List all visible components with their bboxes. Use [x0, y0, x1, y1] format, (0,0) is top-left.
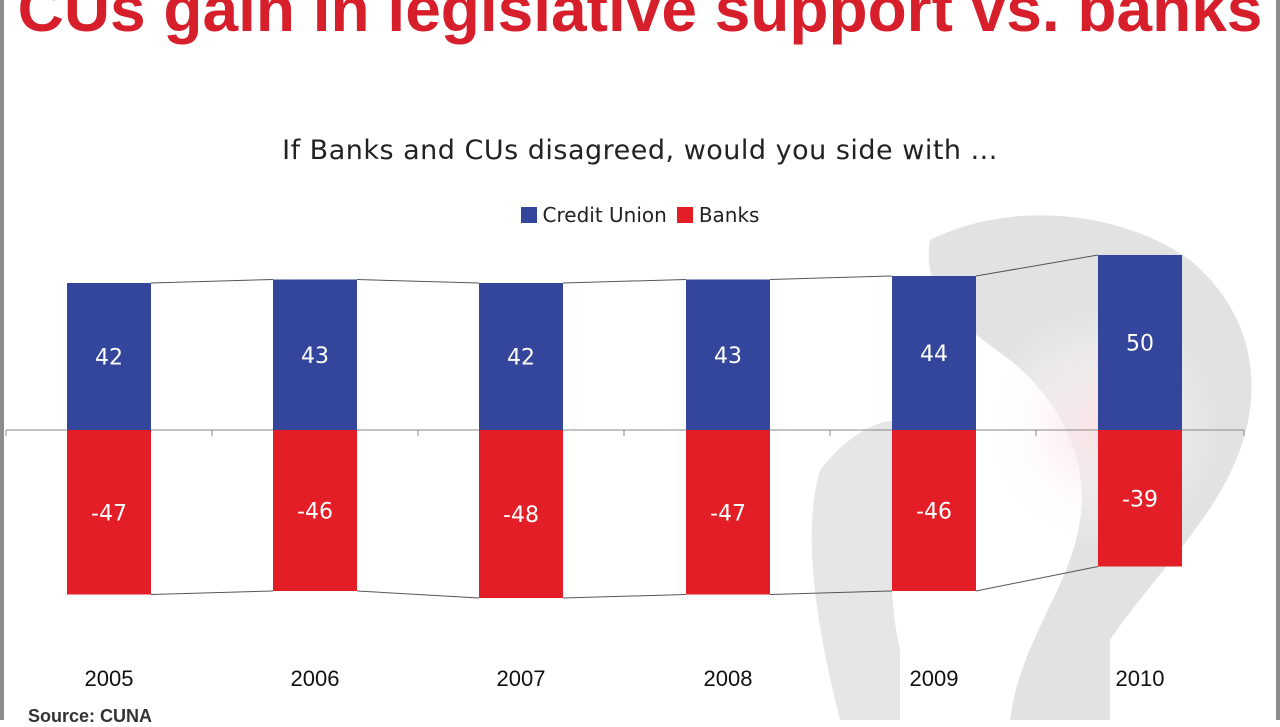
data-label-credit-union: 42	[507, 346, 535, 371]
legend-label-credit-union: Credit Union	[542, 203, 667, 227]
legend-swatch-credit-union	[520, 207, 537, 223]
bar-credit-union	[67, 283, 151, 430]
data-label-credit-union: 43	[714, 344, 742, 369]
chart-title: If Banks and CUs disagreed, would you si…	[282, 135, 998, 166]
connector-line-top	[356, 279, 480, 284]
connector-line-top	[975, 254, 1099, 277]
data-label-banks: -39	[1122, 487, 1158, 512]
data-label-credit-union: 43	[301, 344, 329, 369]
connector-line-top	[150, 279, 274, 284]
connector-line-bottom	[562, 594, 687, 599]
data-label-credit-union: 42	[95, 346, 123, 371]
bar-credit-union	[892, 276, 976, 430]
bar-credit-union	[1098, 255, 1182, 430]
connector-line-bottom	[975, 566, 1099, 592]
bar-credit-union	[273, 279, 357, 430]
bar-credit-union	[686, 279, 770, 430]
x-tick-label: 2008	[704, 666, 753, 691]
bar-banks	[1098, 430, 1182, 567]
bar-banks	[67, 430, 151, 595]
data-label-banks: -47	[710, 501, 746, 526]
x-tick-label: 2007	[497, 666, 546, 691]
connector-line-bottom	[150, 590, 274, 595]
legend-item-banks: Banks	[676, 203, 760, 227]
headline: CUs gain in legislative support vs. bank…	[17, 0, 1263, 45]
data-label-banks: -46	[916, 500, 952, 525]
connector-line-bottom	[356, 590, 480, 599]
bar-banks	[686, 430, 770, 595]
x-tick-label: 2005	[85, 666, 134, 691]
data-label-banks: -48	[503, 503, 539, 528]
bar-banks	[892, 430, 976, 591]
legend: Credit Union Banks	[0, 203, 1280, 227]
connector-line-bottom	[769, 590, 893, 595]
data-label-credit-union: 50	[1126, 332, 1154, 357]
source-note: Source: CUNA	[28, 706, 153, 726]
data-label-credit-union: 44	[920, 342, 948, 367]
x-tick-label: 2009	[910, 666, 959, 691]
data-label-banks: -47	[91, 501, 127, 526]
bar-credit-union	[479, 283, 563, 430]
x-tick-label: 2010	[1116, 666, 1165, 691]
legend-item-credit-union: Credit Union	[520, 203, 667, 227]
legend-swatch-banks	[676, 207, 693, 223]
legend-label-banks: Banks	[698, 203, 760, 227]
bar-banks	[273, 430, 357, 591]
connector-line-top	[769, 275, 893, 280]
bar-banks	[479, 430, 563, 598]
data-label-banks: -46	[297, 500, 333, 525]
connector-line-top	[562, 279, 687, 284]
x-tick-label: 2006	[291, 666, 340, 691]
